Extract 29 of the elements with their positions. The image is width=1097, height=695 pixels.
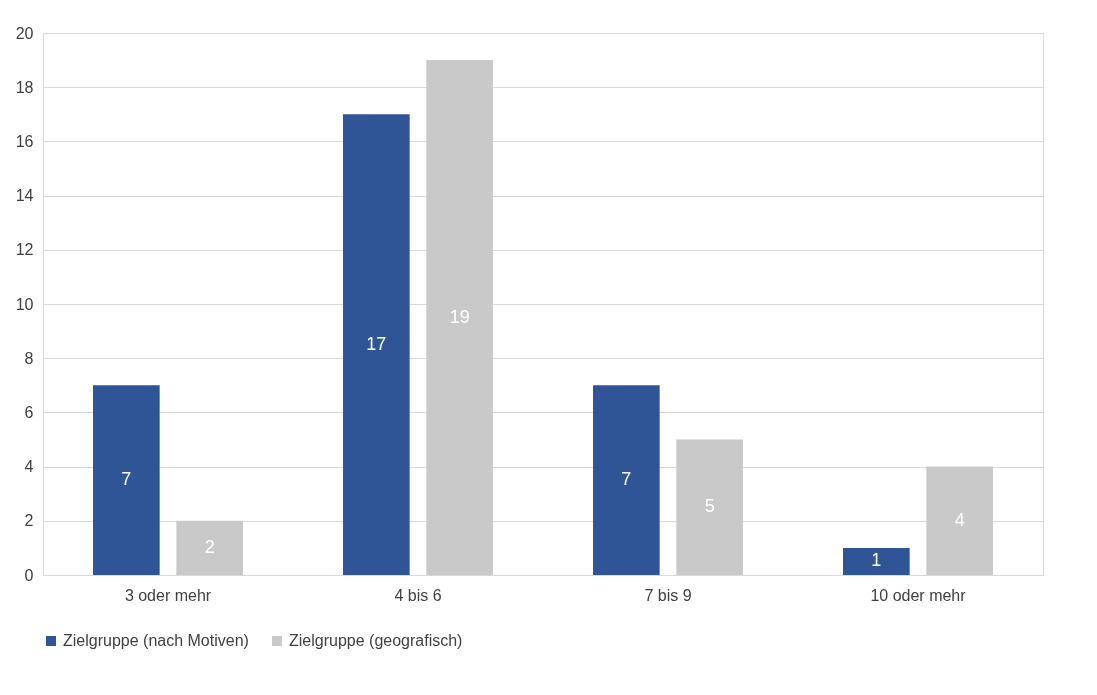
data-label: 17: [366, 333, 387, 354]
bar: [176, 520, 243, 575]
legend-label: Zielgruppe (geografisch): [289, 632, 463, 649]
x-tick-label: 7 bis 9: [644, 586, 692, 604]
x-tick-label: 3 oder mehr: [124, 586, 212, 604]
bar: [843, 547, 910, 575]
bar: [343, 114, 410, 575]
y-tick-label: 4: [24, 458, 34, 476]
bar: [593, 385, 660, 575]
x-tick-label: 10 oder mehr: [870, 586, 967, 604]
bar: [676, 439, 743, 575]
legend-label: Zielgruppe (nach Motiven): [63, 632, 249, 649]
x-tick-label: 4 bis 6: [394, 586, 442, 604]
y-tick-label: 2: [24, 512, 34, 530]
y-tick-label: 14: [15, 187, 34, 205]
data-label: 1: [871, 550, 882, 571]
y-tick-label: 0: [24, 566, 34, 584]
y-tick-label: 16: [15, 132, 34, 150]
y-tick-label: 18: [15, 78, 34, 96]
data-label: 7: [121, 469, 132, 490]
y-tick-label: 8: [24, 349, 34, 367]
y-tick-label: 6: [24, 403, 34, 421]
bar: [426, 60, 493, 575]
y-tick-label: 20: [15, 24, 34, 42]
bar: [93, 385, 160, 575]
bar: [926, 466, 993, 575]
y-tick-label: 12: [15, 241, 34, 259]
y-tick-label: 10: [15, 295, 34, 313]
data-label: 7: [621, 469, 632, 490]
